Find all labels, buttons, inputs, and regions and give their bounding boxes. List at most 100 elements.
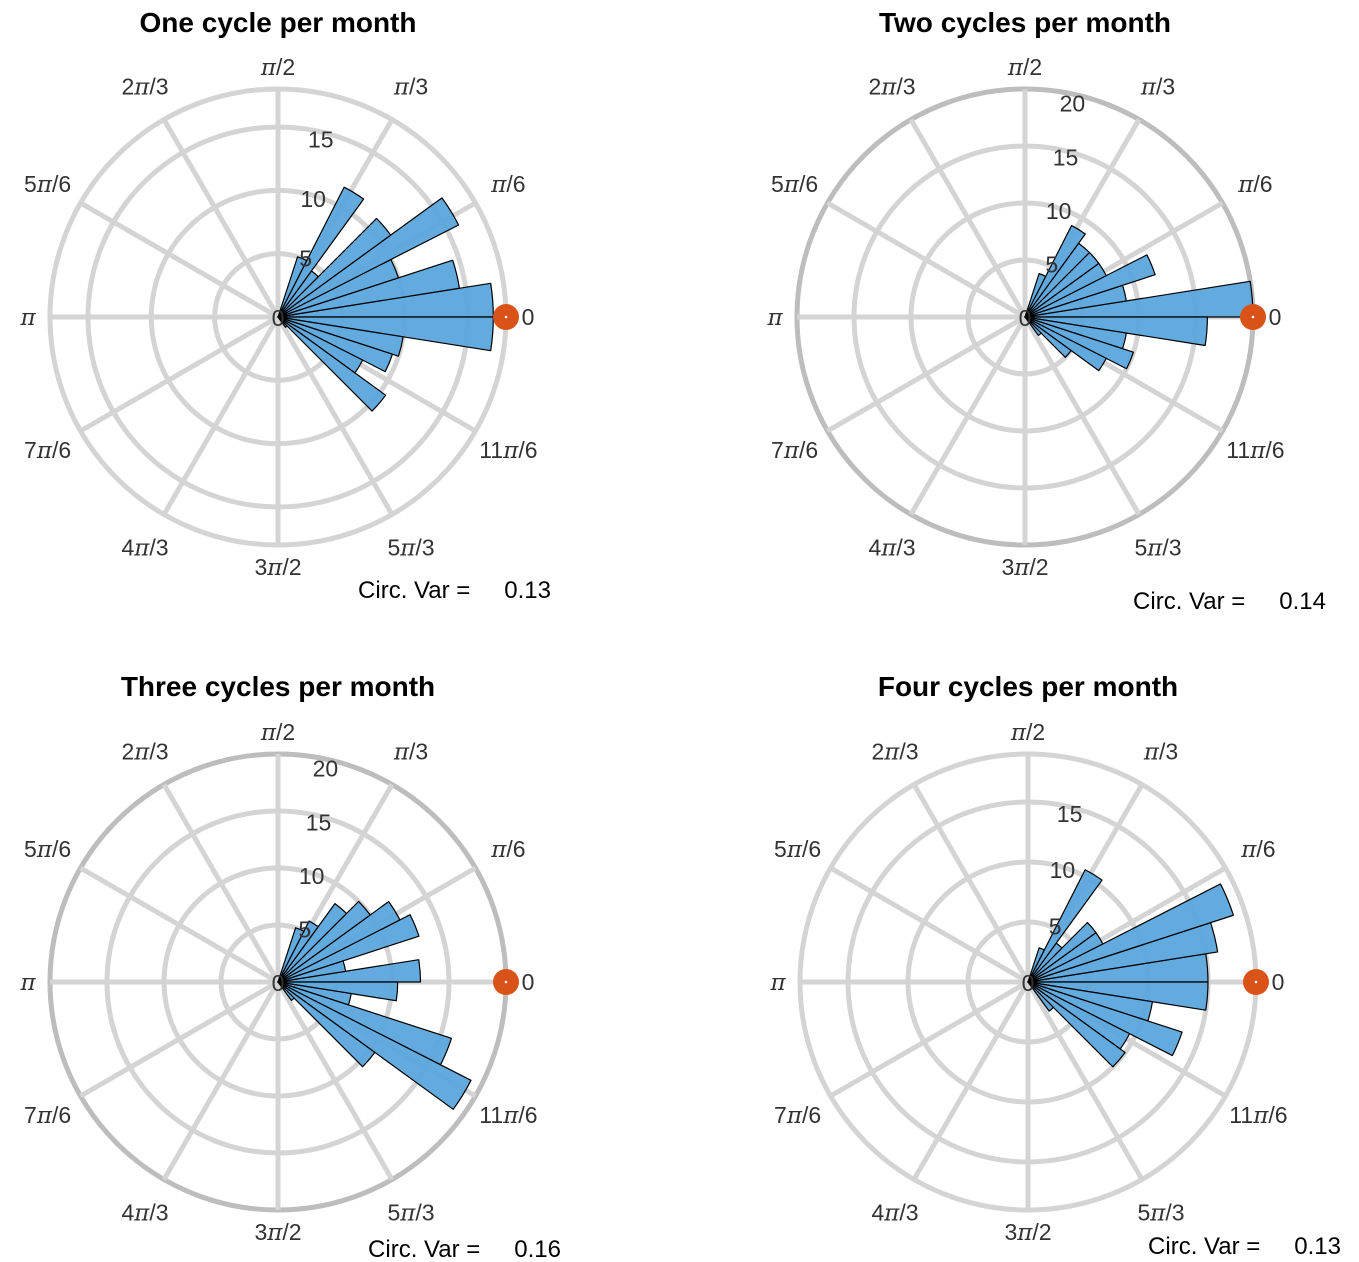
circ-var-annotation: Circ. Var = 0.16 xyxy=(368,1236,561,1262)
angle-tick-label: 2π/3 xyxy=(121,739,168,766)
grid-spoke xyxy=(79,200,280,320)
circ-var-value: 0.14 xyxy=(1279,588,1326,615)
grid-spoke xyxy=(908,315,1028,516)
angle-tick-label: π/3 xyxy=(393,739,428,766)
circ-var-label: Circ. Var = xyxy=(368,1236,480,1262)
grid-spoke xyxy=(161,118,281,319)
angle-tick-label: 5π/6 xyxy=(771,171,818,198)
radial-tick-label: 5 xyxy=(298,916,311,942)
angle-tick-label: 0 xyxy=(1269,304,1282,330)
grid-spoke xyxy=(275,980,395,1181)
angle-tick-label: π/3 xyxy=(1143,739,1178,766)
histogram-bar xyxy=(277,914,420,983)
mean-direction-marker-center xyxy=(1251,315,1255,319)
radial-tick-label: 0 xyxy=(1019,305,1032,331)
grid-spoke xyxy=(829,865,1030,985)
angle-tick-label: π/2 xyxy=(260,719,295,746)
bars xyxy=(1024,224,1254,372)
radial-tick-label: 0 xyxy=(1022,970,1035,996)
mean-direction-marker-center xyxy=(504,315,508,319)
bars xyxy=(1027,869,1235,1068)
histogram-bar xyxy=(277,900,371,983)
polar-panel-two-cycles: Two cycles per month 0 5 10 15 20 0 π/6 π/3 π/2 2π… xyxy=(766,7,1326,615)
panel-title: Four cycles per month xyxy=(878,671,1178,702)
angle-tick-label: π/6 xyxy=(490,171,525,198)
circ-var-value: 0.13 xyxy=(504,577,551,604)
radial-tick-label: 5 xyxy=(299,246,312,272)
histogram-bar xyxy=(1024,316,1042,337)
radial-tick-label: 15 xyxy=(1053,144,1079,170)
angle-tick-label: 4π/3 xyxy=(121,1199,168,1226)
polar-panel-three-cycles: Three cycles per month 0 5 10 15 20 0 π/6 π/3 π/2… xyxy=(19,671,561,1262)
angle-tick-label: 3π/2 xyxy=(1001,554,1048,581)
histogram-bar xyxy=(1027,981,1183,1057)
radial-ticks: 0 5 10 15 20 xyxy=(272,756,339,996)
angle-tick-label: 4π/3 xyxy=(868,534,915,561)
panel-title: Three cycles per month xyxy=(121,671,435,702)
radial-tick-label: 0 xyxy=(272,970,285,996)
polar-panel-four-cycles: Four cycles per month 0 5 10 15 0 π/6 π/3 π/2 2π/… xyxy=(769,671,1341,1260)
angle-tick-label: 5π/3 xyxy=(387,1199,434,1226)
angle-tick-label: π/6 xyxy=(1240,836,1275,863)
histogram-bar xyxy=(1024,316,1072,358)
grid-spoke xyxy=(911,783,1031,984)
angle-ticks: 0 π/6 π/3 π/2 2π/3 5π/6 π 7π/6 4π/3 3π/2 5π/3 11π/6 xyxy=(19,54,537,581)
histogram-bar xyxy=(1027,883,1235,983)
grid-spoke xyxy=(826,314,1027,434)
histogram-bar xyxy=(1024,316,1107,372)
angle-tick-label: 7π/6 xyxy=(774,1102,821,1129)
angle-tick-label: π/2 xyxy=(260,54,295,81)
grid-spoke xyxy=(161,980,281,1181)
angle-tick-label: 7π/6 xyxy=(771,437,818,464)
histogram-bar xyxy=(1024,254,1156,318)
bars xyxy=(277,900,472,1110)
histogram-bar xyxy=(277,186,365,318)
grid-spoke xyxy=(1025,980,1145,1181)
histogram-bar xyxy=(1027,947,1045,983)
angle-ticks: 0 π/6 π/3 π/2 2π/3 5π/6 π 7π/6 4π/3 3π/2 5π/3 11π/6 xyxy=(19,719,537,1246)
angle-tick-label: 2π/3 xyxy=(121,74,168,101)
grid-spoke xyxy=(1022,315,1142,516)
circ-var-value: 0.13 xyxy=(1294,1233,1341,1260)
mean-direction-marker-center xyxy=(504,980,508,984)
histogram-bar xyxy=(277,217,392,318)
grid-spoke xyxy=(161,315,281,516)
histogram-bar xyxy=(277,197,460,318)
angle-tick-label: π/6 xyxy=(490,836,525,863)
panel-title: Two cycles per month xyxy=(879,7,1171,38)
radial-tick-label: 15 xyxy=(306,809,332,835)
radial-tick-label: 10 xyxy=(300,186,326,212)
angle-tick-label: π/2 xyxy=(1010,719,1045,746)
angle-ticks: 0 π/6 π/3 π/2 2π/3 5π/6 π 7π/6 4π/3 3π/2 5π/3 11π/6 xyxy=(766,54,1284,581)
angle-tick-label: 5π/6 xyxy=(774,836,821,863)
circ-var-annotation: Circ. Var = 0.14 xyxy=(1133,588,1326,615)
angle-ticks: 0 π/6 π/3 π/2 2π/3 5π/6 π 7π/6 4π/3 3π/2 5π/3 11π/6 xyxy=(769,719,1287,1246)
angle-tick-label: π xyxy=(769,970,786,996)
radial-tick-label: 20 xyxy=(1060,91,1086,117)
histogram-bar xyxy=(277,920,319,983)
radial-tick-label: 10 xyxy=(1046,198,1072,224)
radial-tick-label: 10 xyxy=(1050,857,1076,883)
grid-spoke xyxy=(275,315,395,516)
histogram-bar xyxy=(277,256,308,318)
histogram-bar xyxy=(1024,316,1135,370)
angle-tick-label: 11π/6 xyxy=(1226,437,1284,464)
circ-var-label: Circ. Var = xyxy=(358,577,470,604)
histogram-bar xyxy=(277,316,387,412)
radial-tick-label: 20 xyxy=(313,756,339,782)
angle-tick-label: 5π/6 xyxy=(24,171,71,198)
histogram-bar xyxy=(1027,981,1055,1012)
panel-title: One cycle per month xyxy=(140,7,417,38)
angle-tick-label: 7π/6 xyxy=(24,437,71,464)
grid-spoke xyxy=(829,979,1030,1099)
grid-spoke xyxy=(79,314,280,434)
grid-spoke xyxy=(79,979,280,1099)
mean-direction-marker-center xyxy=(1254,980,1258,984)
grid-spoke xyxy=(908,118,1028,319)
bars xyxy=(277,186,494,412)
grid-spoke xyxy=(161,783,281,984)
angle-tick-label: π xyxy=(19,970,36,996)
angle-tick-label: 7π/6 xyxy=(24,1102,71,1129)
circ-var-label: Circ. Var = xyxy=(1133,588,1245,615)
